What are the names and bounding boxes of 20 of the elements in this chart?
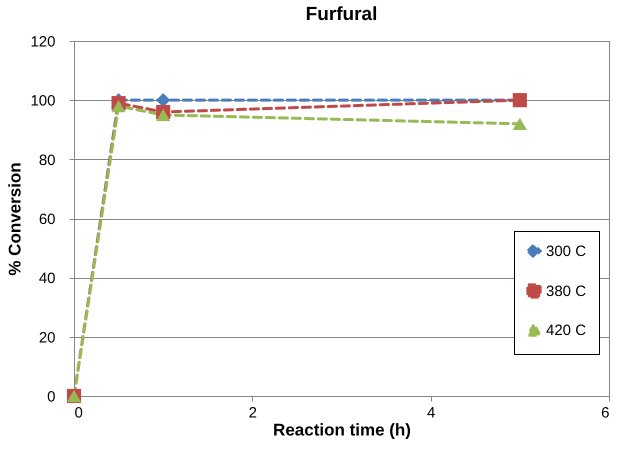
chart-title: Furfural <box>306 4 378 25</box>
y-tick-label: 120 <box>30 34 56 50</box>
x-axis-title: Reaction time (h) <box>273 420 411 440</box>
point <box>112 100 126 112</box>
y-tick-label: 100 <box>30 92 56 110</box>
y-tick-label: 80 <box>38 152 56 169</box>
y-axis-title: % Conversion <box>5 162 24 276</box>
y-tick-label: 60 <box>38 211 56 228</box>
x-tick-label: 2 <box>248 404 258 422</box>
legend-label: 300 C <box>546 243 586 260</box>
y-tick-label: 20 <box>38 329 56 346</box>
point <box>512 118 527 130</box>
legend-label: 380 C <box>546 283 586 300</box>
y-tick-label: 0 <box>47 388 56 406</box>
x-tick-label: 6 <box>601 404 610 422</box>
y-tick-label: 40 <box>38 270 56 288</box>
point <box>156 108 170 122</box>
x-tick-label: 4 <box>426 404 436 422</box>
x-tick-label: 0 <box>74 404 83 422</box>
legend-label: 420 C <box>546 322 586 339</box>
